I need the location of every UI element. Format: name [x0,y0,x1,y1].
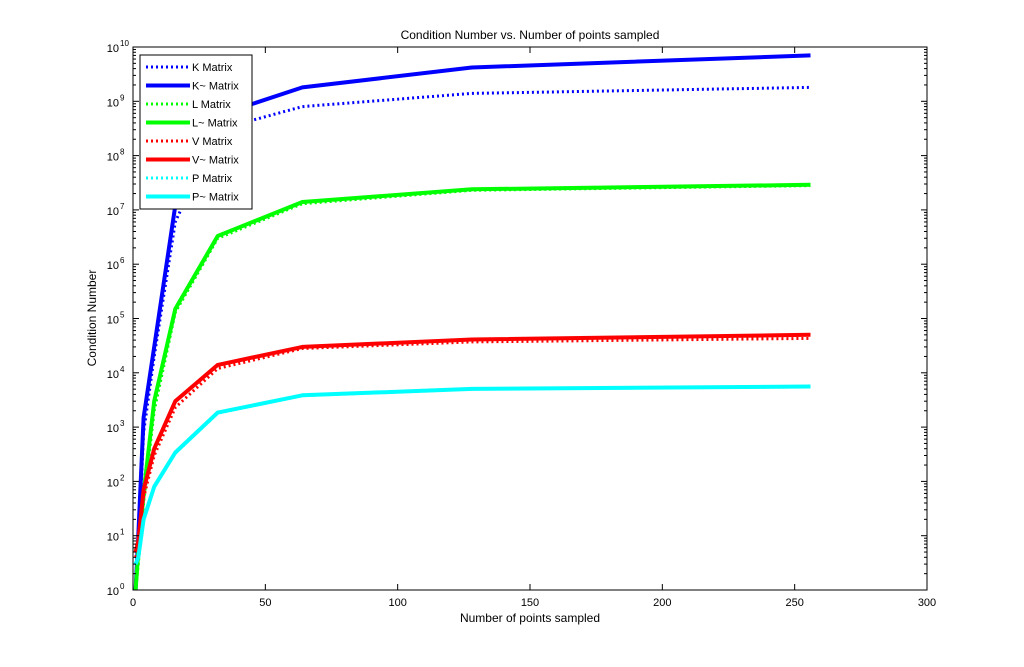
y-tick-label: 10 [107,260,119,272]
y-tick-exponent: 4 [120,365,125,374]
legend-label: V Matrix [192,136,233,148]
y-tick-label: 10 [107,477,119,489]
x-tick-label: 200 [653,597,671,609]
legend-label: K Matrix [192,62,233,74]
y-tick-label: 10 [107,43,119,55]
y-tick-label: 10 [107,315,119,327]
x-tick-label: 150 [521,597,539,609]
y-tick-label: 10 [107,423,119,435]
y-tick-exponent: 7 [120,202,125,211]
x-tick-label: 100 [388,597,406,609]
legend-label: L Matrix [192,99,231,111]
legend-label: P~ Matrix [192,192,239,204]
y-tick-exponent: 8 [120,148,125,157]
legend-label: P Matrix [192,173,233,185]
y-tick-label: 10 [107,97,119,109]
y-tick-label: 10 [107,586,119,598]
legend: K Matrix K~ Matrix L Matrix L~ Matrix V Matr… [139,54,253,210]
series-line-p-tilde-matrix [133,384,811,565]
y-tick-exponent: 5 [120,311,125,320]
y-tick-exponent: 10 [120,39,129,48]
legend-label: L~ Matrix [192,118,238,130]
x-tick-label: 0 [130,597,136,609]
legend-label: V~ Matrix [192,155,239,167]
x-axis-label: Number of points sampled [460,611,600,625]
y-tick-exponent: 3 [120,419,125,428]
y-tick-exponent: 2 [120,473,125,482]
y-tick-label: 10 [107,206,119,218]
y-tick-exponent: 9 [120,93,125,102]
y-tick-label: 10 [107,152,119,164]
x-tick-label: 250 [785,597,803,609]
x-tick-label: 300 [918,597,936,609]
x-tick-label: 50 [259,597,271,609]
legend-box [139,54,253,210]
y-tick-exponent: 0 [120,582,125,591]
chart-title: Condition Number vs. Number of points sa… [401,28,660,42]
plot-area [133,47,927,590]
y-tick-exponent: 6 [120,256,125,265]
series-line-k-matrix [134,85,811,591]
legend-label: K~ Matrix [192,81,239,93]
y-tick-label: 10 [107,369,119,381]
y-axis-label: Condition Number [85,270,99,367]
series-line-v-tilde-matrix [133,332,811,553]
y-tick-label: 10 [107,532,119,544]
y-tick-exponent: 1 [120,528,125,537]
